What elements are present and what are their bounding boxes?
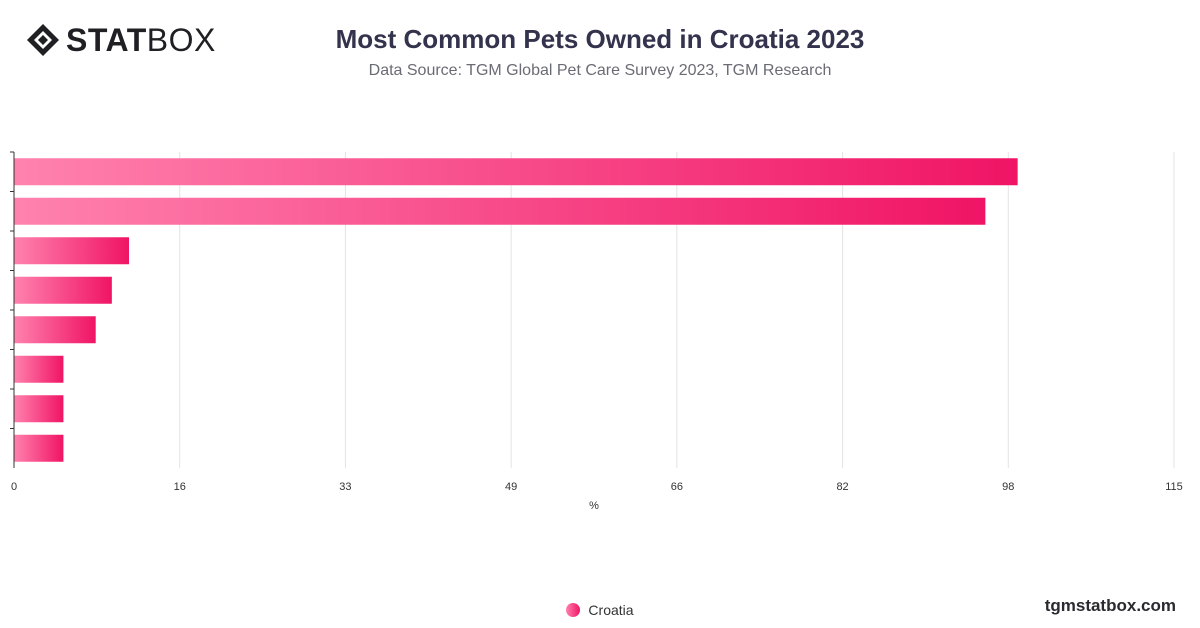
x-tick-label: 0 — [11, 481, 17, 493]
bar-croatia-8 — [14, 434, 64, 462]
x-tick-label: 82 — [836, 481, 848, 493]
chart-title: Most Common Pets Owned in Croatia 2023 — [335, 24, 865, 54]
axes — [10, 151, 15, 468]
bar-croatia-5 — [14, 316, 96, 344]
x-tick-label: 66 — [671, 481, 683, 493]
legend: Croatia — [0, 602, 1200, 618]
bars — [14, 158, 1018, 462]
chart-subtitle: Data Source: TGM Global Pet Care Survey … — [368, 62, 832, 79]
bar-croatia-4 — [14, 276, 112, 304]
bar-croatia-6 — [14, 355, 64, 383]
x-tick-label: 98 — [1002, 481, 1014, 493]
statbox-diamond-icon — [27, 24, 59, 56]
x-tick-labels: 0 16 33 49 66 82 98 115 — [11, 481, 1183, 493]
legend-label-croatia: Croatia — [588, 602, 634, 618]
x-tick-label: 33 — [339, 481, 351, 493]
bar-croatia-2 — [14, 197, 986, 225]
logo-wordmark: STATBOX — [66, 22, 216, 58]
bar-croatia-1 — [14, 158, 1018, 186]
x-tick-label: 16 — [174, 481, 186, 493]
grid-lines — [179, 152, 1175, 468]
legend-marker-croatia — [566, 603, 581, 617]
bar-croatia-3 — [14, 237, 129, 265]
bar-croatia-7 — [14, 395, 64, 423]
statbox-logo: STATBOX — [26, 22, 216, 58]
x-tick-label: 115 — [1165, 481, 1183, 493]
x-tick-label: 49 — [505, 481, 517, 493]
x-axis-label: % — [589, 500, 599, 512]
footer-site-url: tgmstatbox.com — [1044, 596, 1176, 615]
